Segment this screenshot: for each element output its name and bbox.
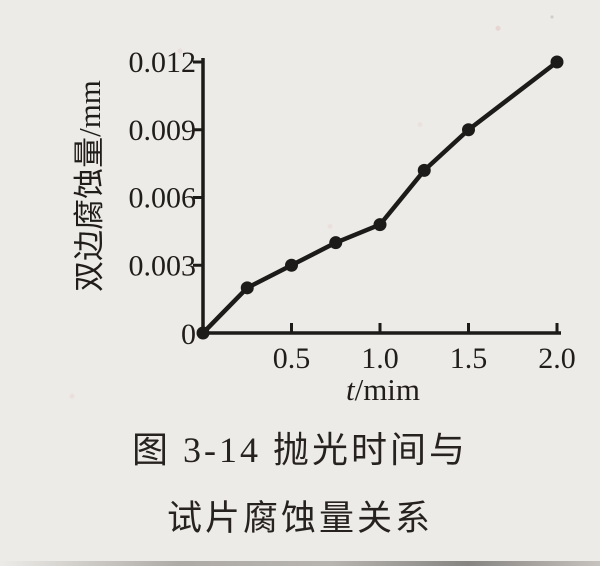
y-tick-label: 0.009 — [129, 114, 197, 147]
figure-caption-line1: 图 3-14 抛光时间与 — [132, 430, 468, 470]
y-axis-title: 双边腐蚀量/mm — [72, 80, 107, 292]
x-tick-label: 1.0 — [361, 342, 399, 375]
data-point — [196, 326, 210, 340]
figure-caption-line2: 试片腐蚀量关系 — [166, 499, 433, 538]
x-axis-title-unit: /mim — [355, 372, 420, 407]
data-point — [550, 55, 564, 69]
y-tick-label: 0.006 — [129, 182, 197, 215]
y-tick-label: 0.003 — [129, 249, 197, 282]
data-point — [240, 281, 254, 295]
data-point — [329, 236, 343, 250]
x-axis-title: t/mim — [346, 372, 420, 407]
data-point — [285, 258, 298, 272]
data-point — [373, 218, 387, 232]
x-tick-label: 0.5 — [273, 342, 311, 375]
y-tick-label: 0.012 — [129, 46, 197, 79]
x-axis-title-variable: t — [346, 372, 356, 407]
data-line — [200, 59, 560, 336]
line-chart: 0.5 1.0 1.5 2.0 0 0.003 0.006 0.009 0.012 t/mim 双边… — [72, 46, 576, 407]
figure-caption: 图 3-14 抛光时间与 试片腐蚀量关系 — [0, 421, 600, 541]
y-tick-label: 0 — [181, 318, 196, 351]
data-point — [417, 163, 431, 177]
x-tick-label: 2.0 — [538, 342, 576, 375]
x-tick-label: 1.5 — [450, 342, 488, 375]
line-chart-svg: 0.5 1.0 1.5 2.0 0 0.003 0.006 0.009 0.012 t/mim 双边… — [72, 46, 576, 407]
scan-edge-shadow — [0, 561, 600, 566]
data-point — [462, 123, 475, 137]
